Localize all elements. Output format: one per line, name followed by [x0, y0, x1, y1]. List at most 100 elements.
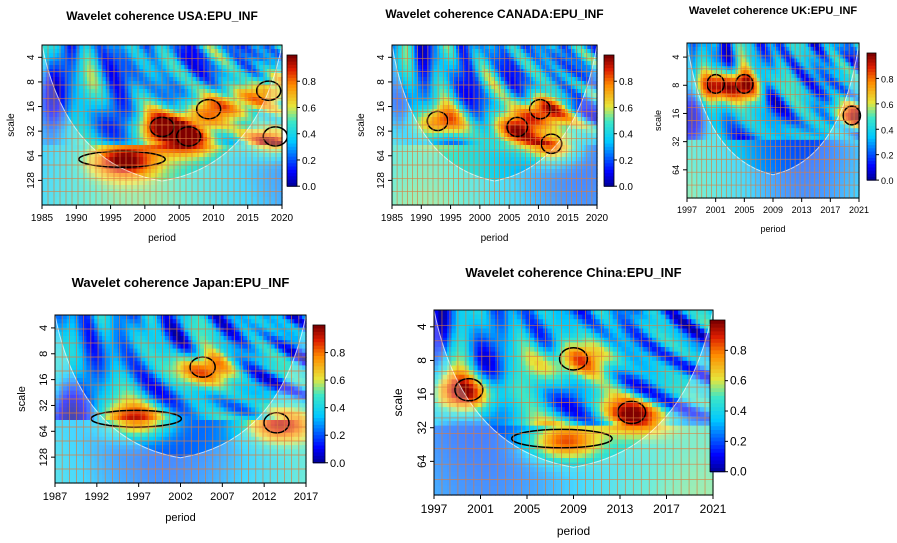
x-tick-label: 1992 [85, 491, 109, 503]
x-tick-label: 2000 [469, 213, 492, 224]
grid-lines [41, 44, 283, 206]
x-tick-label: 2017 [294, 491, 318, 503]
x-tick-label: 1987 [43, 491, 67, 503]
y-tick-label: 4 [671, 55, 681, 60]
chart-svg: Wavelet coherence USA:EPU_INF 1985 1990 199… [6, 9, 316, 244]
y-tick-label: 32 [376, 125, 387, 137]
x-tick-label: 1990 [410, 213, 433, 224]
significance-contour [540, 133, 563, 155]
japan-coherence-panel: Wavelet coherence Japan:EPU_INF 1987 1992 1… [0, 265, 360, 543]
x-tick-label: 2013 [607, 502, 634, 516]
chart-svg: Wavelet coherence Japan:EPU_INF 1987 1992 1… [16, 275, 345, 524]
colorbar: 0.8 0.6 0.4 0.2 0.0 [709, 319, 747, 479]
y-tick-label: 8 [415, 357, 429, 364]
x-tick-label: 2010 [202, 213, 225, 224]
colorbar-tick-label: 0.4 [330, 403, 345, 415]
chart-title: Wavelet coherence UK:EPU_INF [689, 5, 858, 17]
colorbar-tick-label: 0.8 [330, 348, 345, 360]
y-tick-label: 128 [38, 448, 50, 466]
colorbar-tick-label: 0.6 [619, 103, 633, 114]
x-tick-label: 2017 [653, 502, 680, 516]
x-axis-label: period [481, 233, 509, 244]
y-axis-label: scale [356, 113, 367, 137]
significance-contour [175, 126, 202, 147]
colorbar-tick-label: 0.2 [881, 151, 894, 161]
chart-title: Wavelet coherence China:EPU_INF [465, 265, 681, 280]
colorbar-tick-label: 0.2 [619, 156, 633, 167]
x-tick-label: 1985 [31, 213, 54, 224]
x-axis-label: period [165, 512, 196, 524]
significance-contour [454, 377, 484, 402]
chart-svg: Wavelet coherence CANADA:EPU_INF 1985 1990… [356, 7, 633, 244]
significance-contour [558, 347, 589, 371]
y-tick-label: 64 [376, 150, 387, 162]
colorbar-tick-label: 0.0 [302, 182, 316, 193]
x-tick-label: 2009 [560, 502, 587, 516]
y-tick-label: 32 [671, 137, 681, 147]
colorbar-tick-label: 0.0 [881, 176, 894, 186]
x-axis-label: period [760, 224, 785, 234]
colorbar-tick-label: 0.2 [730, 434, 747, 448]
x-tick-label: 2007 [210, 491, 234, 503]
y-tick-label: 16 [376, 101, 387, 113]
heatmap-cells [392, 45, 598, 206]
heatmap-cells [55, 315, 307, 484]
y-tick-label: 32 [26, 125, 37, 137]
x-tick-label: 1985 [381, 213, 404, 224]
x-tick-label: 1997 [126, 491, 150, 503]
y-tick-label: 64 [38, 425, 50, 437]
x-tick-label: 2020 [271, 213, 294, 224]
colorbar-tick-label: 0.6 [881, 100, 894, 110]
x-axis-label: period [557, 524, 590, 538]
colorbar-tick-label: 0.0 [730, 465, 747, 479]
chart-title: Wavelet coherence USA:EPU_INF [66, 9, 258, 23]
colorbar-tick-label: 0.0 [330, 458, 345, 470]
x-tick-label: 1997 [677, 205, 697, 215]
x-tick-label: 2005 [514, 502, 541, 516]
x-tick-label: 2001 [467, 502, 494, 516]
colorbar: 0.8 0.6 0.4 0.2 0.0 [286, 54, 316, 193]
y-tick-label: 64 [415, 454, 429, 468]
colorbar-tick-label: 0.8 [302, 77, 316, 88]
x-tick-label: 1997 [421, 502, 448, 516]
colorbar: 0.8 0.6 0.4 0.2 0.0 [603, 54, 633, 193]
y-tick-label: 4 [376, 54, 387, 60]
x-tick-label: 2021 [849, 205, 869, 215]
y-tick-label: 16 [38, 373, 50, 385]
significance-contour [734, 73, 754, 94]
x-tick-label: 2015 [237, 213, 260, 224]
colorbar-tick-label: 0.2 [302, 156, 316, 167]
y-tick-label: 4 [38, 325, 50, 331]
y-tick-label: 128 [26, 172, 37, 189]
colorbar-tick-label: 0.8 [730, 343, 747, 357]
x-tick-label: 2009 [763, 205, 783, 215]
canada-coherence-panel: Wavelet coherence CANADA:EPU_INF 1985 1990… [300, 0, 633, 270]
y-tick-label: 64 [26, 150, 37, 162]
y-tick-label: 16 [26, 101, 37, 113]
colorbar-tick-label: 0.6 [302, 103, 316, 114]
x-tick-label: 2013 [792, 205, 812, 215]
y-tick-label: 8 [671, 83, 681, 88]
x-tick-label: 2005 [168, 213, 191, 224]
significance-contour [195, 98, 222, 120]
y-tick-label: 32 [415, 421, 429, 435]
x-tick-label: 2000 [134, 213, 157, 224]
colorbar: 0.8 0.6 0.4 0.2 0.0 [312, 324, 345, 470]
x-tick-label: 2020 [586, 213, 609, 224]
colorbar-tick-label: 0.6 [730, 374, 747, 388]
x-tick-label: 1995 [99, 213, 122, 224]
x-tick-label: 2001 [706, 205, 726, 215]
x-tick-label: 2021 [700, 502, 727, 516]
x-tick-label: 2012 [252, 491, 276, 503]
colorbar-tick-label: 0.4 [730, 404, 747, 418]
colorbar-tick-label: 0.6 [330, 375, 345, 387]
y-tick-label: 64 [671, 165, 681, 175]
usa-coherence-panel: Wavelet coherence USA:EPU_INF 1985 1990 199… [0, 0, 316, 270]
colorbar-tick-label: 0.8 [619, 77, 633, 88]
uk-coherence-panel: Wavelet coherence UK:EPU_INF 1997 2001 2005… [640, 0, 897, 270]
chart-title: Wavelet coherence CANADA:EPU_INF [385, 7, 603, 21]
y-axis-label: scale [391, 388, 405, 416]
x-tick-label: 2015 [557, 213, 580, 224]
significance-contour [706, 73, 726, 94]
y-tick-label: 32 [38, 399, 50, 411]
